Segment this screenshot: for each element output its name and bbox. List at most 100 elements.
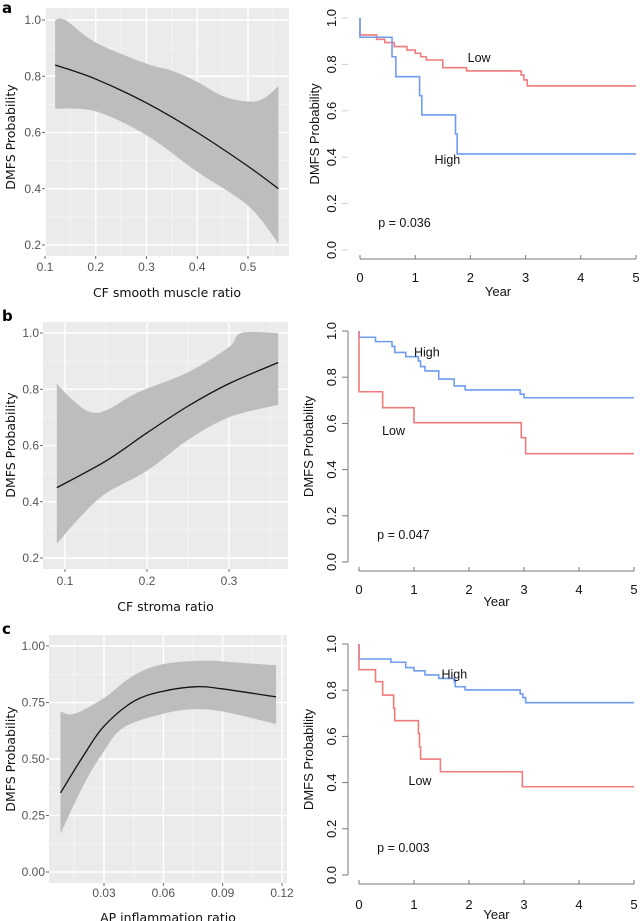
fit-line [54,64,279,190]
x-axis-label: Year [485,284,512,299]
panel-letter: a [2,0,12,17]
y-axis-label: DMFS Probability [301,708,316,810]
chart-a-left: 0.2 0.4 0.6 0.8 1.0 0.1 0.2 0.3 0.4 0.5 CF smooth … [2,0,289,300]
y-axis-label: DMFS Probability [3,84,18,190]
x-tick-label: 1 [410,582,417,597]
confidence-band [56,331,279,544]
panel-letter: b [2,307,13,325]
y-axis-label: DMFS Probability [301,395,316,497]
y-tick-label: 0.4 [324,461,339,479]
y-tick-label: 0.6 [324,102,339,120]
series-label-high: High [414,345,440,359]
y-tick-label: 1.0 [24,13,41,27]
chart-b-left: 0.2 0.4 0.6 0.8 1.0 0.1 0.2 0.3 CF stroma ratio D… [2,307,288,614]
chart-c-right: 0 1 2 3 4 5 0.0 0.2 0.4 0.6 0.8 1.0 Year DMFS Probabi… [301,635,638,921]
y-tick-label: 0.0 [324,241,339,259]
y-tick-label: 0.8 [324,55,339,73]
y-tick-label: 0.8 [324,681,339,699]
x-tick-label: 0.4 [189,260,206,274]
x-tick-label: 0.03 [92,886,116,900]
y-tick-label: 1.0 [22,326,39,340]
y-tick-label: 0.25 [22,809,46,823]
y-tick-label: 0.8 [324,368,339,386]
chart-c-left: 0.00 0.25 0.50 0.75 1.00 0.03 0.06 0.09 0.12 AP i… [2,620,294,921]
y-tick-label: 0.0 [324,553,339,571]
y-tick-label: 0.4 [22,495,39,509]
y-tick-label: 0.2 [324,195,339,213]
y-tick-label: 0.8 [22,382,39,396]
y-tick-label: 0.6 [324,727,339,745]
x-tick-label: 0.1 [37,260,54,274]
p-value-annotation: p = 0.003 [377,841,430,855]
y-tick-label: 0.75 [22,696,46,710]
chart-a-right: 0 1 2 3 4 5 0.0 0.2 0.4 0.6 0.8 1.0 Year DMFS Probabi… [307,9,640,299]
y-tick-label: 0.6 [24,126,41,140]
y-tick-label: 0.4 [24,182,41,196]
y-tick-label: 0.2 [22,551,39,565]
x-tick-label: 2 [465,897,472,912]
x-tick-label: 2 [467,270,474,285]
x-tick-label: 0.12 [270,886,294,900]
x-axis-label: CF smooth muscle ratio [93,285,241,300]
y-axis-label: DMFS Probability [3,706,18,812]
p-value-annotation: p = 0.047 [377,528,430,542]
x-tick-label: 5 [630,897,637,912]
x-tick-label: 5 [630,582,637,597]
x-tick-label: 1 [412,270,419,285]
x-tick-label: 0.3 [221,574,238,588]
x-tick-label: 4 [575,897,582,912]
x-tick-label: 1 [410,897,417,912]
panel-letter: c [2,620,11,638]
km-curve-high [358,331,634,399]
y-tick-label: 0.8 [24,69,41,83]
y-axis-label: DMFS Probability [307,83,322,185]
x-tick-label: 4 [575,582,582,597]
fit-line [59,685,277,794]
km-curve-high [359,18,636,155]
x-tick-label: 0.2 [139,574,156,588]
x-tick-label: 0.1 [57,574,74,588]
series-label-high: High [435,153,461,167]
x-tick-label: 0.06 [152,886,176,900]
x-tick-label: 0 [355,897,362,912]
y-tick-label: 0.50 [22,752,46,766]
y-tick-label: 0.4 [324,148,339,166]
x-tick-label: 0.3 [138,260,155,274]
y-tick-label: 0.0 [324,866,339,884]
y-tick-label: 0.2 [324,820,339,838]
confidence-band [60,660,277,834]
x-axis-label: Year [483,594,510,609]
y-tick-label: 1.0 [324,635,339,653]
y-tick-label: 0.6 [324,414,339,432]
series-label-low: Low [468,51,492,65]
fit-line [56,361,279,489]
y-tick-label: 0.6 [22,439,39,453]
y-tick-label: 0.2 [24,238,41,252]
km-curve-low [358,331,634,455]
x-tick-label: 4 [577,270,584,285]
p-value-annotation: p = 0.036 [378,216,431,230]
x-tick-label: 3 [520,897,527,912]
y-tick-label: 1.00 [22,639,46,653]
x-tick-label: 3 [520,582,527,597]
x-tick-label: 0 [356,270,363,285]
km-curve-low [358,644,634,788]
x-axis-label: Year [483,907,510,921]
x-tick-label: 3 [522,270,529,285]
km-curve-low [359,18,636,87]
x-tick-label: 0.2 [87,260,104,274]
km-curve-high [358,644,634,704]
y-tick-label: 1.0 [324,322,339,340]
chart-b-right: 0 1 2 3 4 5 0.0 0.2 0.4 0.6 0.8 1.0 Year DMFS Probabi… [301,322,638,609]
x-tick-label: 0.5 [240,260,257,274]
x-axis-label: CF stroma ratio [117,599,213,614]
x-tick-label: 2 [465,582,472,597]
y-axis-label: DMFS Probability [3,392,18,498]
y-tick-label: 1.0 [324,9,339,27]
x-tick-label: 0.09 [211,886,235,900]
y-tick-label: 0.2 [324,507,339,525]
y-tick-label: 0.4 [324,774,339,792]
series-label-high: High [442,668,468,682]
series-label-low: Low [409,774,433,788]
